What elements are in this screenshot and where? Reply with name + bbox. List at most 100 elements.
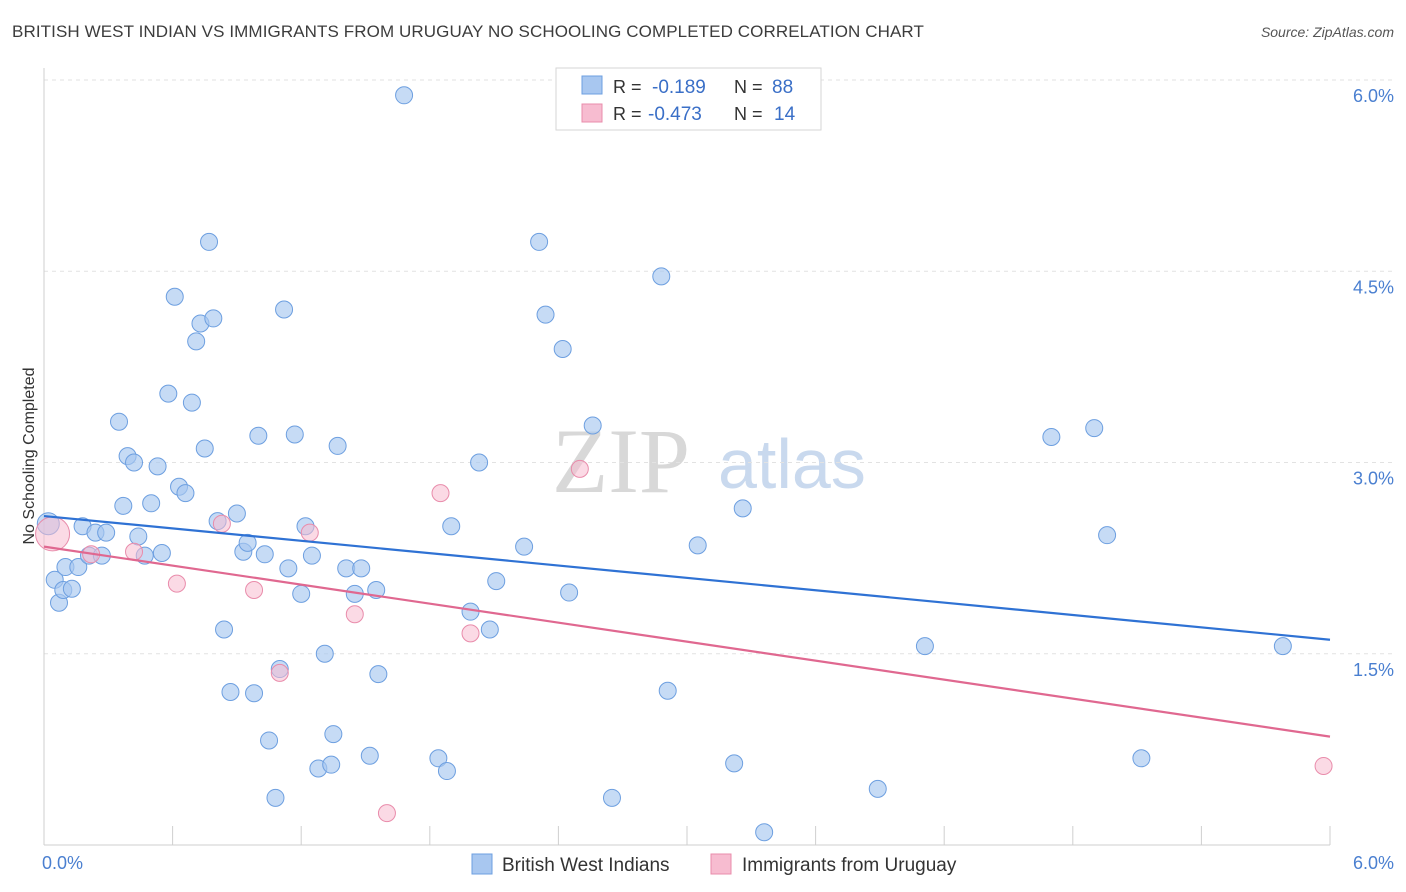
point-british-west-indians-33 xyxy=(221,683,240,701)
point-british-west-indians-6 xyxy=(69,558,88,577)
trend-line-immigrants-from-uruguay xyxy=(43,545,1331,738)
point-british-west-indians-53 xyxy=(328,436,347,455)
point-british-west-indians-73 xyxy=(583,416,602,435)
y-axis-label: No Schooling Completed xyxy=(21,368,38,545)
y-tick-labels: 1.5% 3.0% 4.5% 6.0% xyxy=(1353,86,1394,680)
point-british-west-indians-38 xyxy=(249,426,268,445)
point-british-west-indians-13 xyxy=(114,496,133,515)
point-uruguay-3 xyxy=(167,574,186,593)
point-british-west-indians-37 xyxy=(245,684,264,703)
point-uruguay-5 xyxy=(245,581,264,599)
point-british-west-indians-25 xyxy=(182,393,201,412)
point-british-west-indians-83 xyxy=(1042,428,1061,446)
series-immigrants-from-uruguay xyxy=(35,459,1333,823)
point-british-west-indians-21 xyxy=(159,384,178,403)
point-british-west-indians-80 xyxy=(755,823,774,842)
point-uruguay-6 xyxy=(270,663,289,682)
point-british-west-indians-44 xyxy=(279,559,298,578)
point-british-west-indians-40 xyxy=(260,731,279,750)
point-british-west-indians-79 xyxy=(733,499,752,518)
point-british-west-indians-50 xyxy=(315,644,334,663)
point-british-west-indians-43 xyxy=(275,300,294,319)
point-british-west-indians-19 xyxy=(148,457,167,476)
point-british-west-indians-59 xyxy=(369,665,388,684)
point-uruguay-12 xyxy=(570,459,589,478)
point-british-west-indians-75 xyxy=(652,267,671,286)
point-british-west-indians-41 xyxy=(266,788,285,807)
point-british-west-indians-81 xyxy=(868,779,887,798)
point-british-west-indians-62 xyxy=(437,762,456,781)
legend-n-label-1: N = xyxy=(734,77,763,97)
point-british-west-indians-60 xyxy=(395,86,414,105)
point-british-west-indians-57 xyxy=(360,746,379,765)
point-british-west-indians-45 xyxy=(285,425,304,444)
point-british-west-indians-63 xyxy=(442,517,461,536)
point-british-west-indians-32 xyxy=(215,620,234,639)
point-british-west-indians-65 xyxy=(470,453,489,472)
gridlines xyxy=(44,79,1394,655)
bottom-legend-swatch-blue xyxy=(471,853,493,875)
point-british-west-indians-12 xyxy=(110,412,129,431)
point-british-west-indians-69 xyxy=(530,232,549,251)
legend-n-label-2: N = xyxy=(734,104,763,124)
point-uruguay-2 xyxy=(125,542,144,561)
chart-source: Source: ZipAtlas.com xyxy=(1260,24,1394,40)
point-british-west-indians-64 xyxy=(461,602,480,621)
point-uruguay-0 xyxy=(35,516,71,552)
point-british-west-indians-84 xyxy=(1098,526,1117,545)
legend-n-value-2: 14 xyxy=(774,104,796,125)
bottom-legend-label-blue: British West Indians xyxy=(502,855,670,876)
legend-r-label-2: R = xyxy=(613,104,642,124)
correlation-legend: R = -0.189 N = 88 R = -0.473 N = 14 xyxy=(555,67,822,131)
point-british-west-indians-34 xyxy=(227,504,246,523)
point-british-west-indians-76 xyxy=(658,681,677,700)
point-british-west-indians-82 xyxy=(915,637,934,656)
y-tick-label-0: 1.5% xyxy=(1353,660,1394,680)
y-tick-label-3: 6.0% xyxy=(1353,86,1394,106)
trend-line-british-west-indians xyxy=(43,514,1331,641)
point-british-west-indians-61 xyxy=(429,749,448,768)
point-british-west-indians-46 xyxy=(292,584,311,603)
point-british-west-indians-5 xyxy=(62,579,81,598)
point-british-west-indians-16 xyxy=(129,527,148,546)
point-british-west-indians-77 xyxy=(688,536,707,555)
point-british-west-indians-48 xyxy=(302,546,321,565)
series-legend: British West Indians Immigrants from Uru… xyxy=(471,853,957,876)
legend-r-label-1: R = xyxy=(613,77,642,97)
y-tick-label-2: 4.5% xyxy=(1353,277,1394,297)
point-british-west-indians-51 xyxy=(322,755,341,774)
legend-r-value-1: -0.189 xyxy=(652,77,706,98)
legend-swatch-pink xyxy=(581,103,603,123)
point-uruguay-8 xyxy=(345,605,364,624)
point-british-west-indians-30 xyxy=(204,309,223,328)
point-british-west-indians-36 xyxy=(238,533,257,552)
y-tick-label-1: 3.0% xyxy=(1353,469,1394,489)
legend-r-value-2: -0.473 xyxy=(648,104,702,125)
point-uruguay-10 xyxy=(431,484,450,503)
point-british-west-indians-20 xyxy=(152,544,171,563)
x-axis-ticks xyxy=(43,826,1331,845)
point-uruguay-11 xyxy=(461,624,480,643)
point-british-west-indians-74 xyxy=(602,788,621,807)
point-british-west-indians-18 xyxy=(142,494,161,513)
point-british-west-indians-78 xyxy=(725,754,744,773)
point-british-west-indians-29 xyxy=(200,232,219,251)
bottom-legend-label-pink: Immigrants from Uruguay xyxy=(742,855,957,876)
watermark-zip: ZIP xyxy=(552,410,690,512)
x-tick-label-left: 0.0% xyxy=(42,853,83,873)
legend-n-value-1: 88 xyxy=(772,77,793,98)
point-uruguay-7 xyxy=(300,523,319,542)
point-british-west-indians-70 xyxy=(536,305,555,324)
point-british-west-indians-22 xyxy=(165,287,184,306)
point-british-west-indians-11 xyxy=(97,523,116,542)
point-british-west-indians-68 xyxy=(515,537,534,556)
point-british-west-indians-56 xyxy=(352,559,371,578)
point-british-west-indians-66 xyxy=(480,620,499,639)
point-british-west-indians-54 xyxy=(337,559,356,578)
point-british-west-indians-85 xyxy=(1085,419,1104,438)
point-uruguay-9 xyxy=(377,804,396,823)
point-british-west-indians-71 xyxy=(553,340,572,359)
point-british-west-indians-86 xyxy=(1132,749,1151,768)
point-british-west-indians-87 xyxy=(1273,637,1292,656)
point-british-west-indians-15 xyxy=(125,453,144,472)
